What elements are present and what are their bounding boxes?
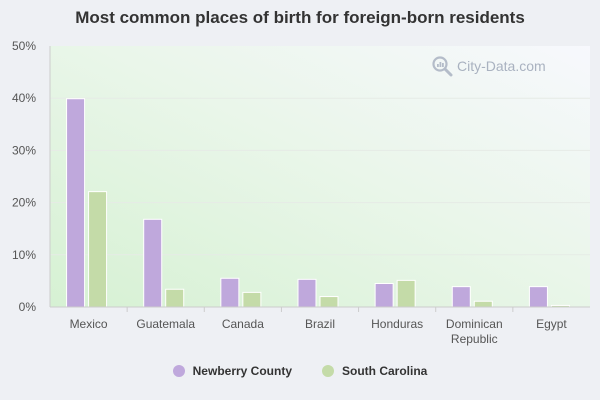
magnifier-icon — [432, 56, 453, 77]
y-tick-label: 30% — [12, 143, 36, 157]
bar — [66, 98, 86, 308]
bar — [528, 286, 548, 308]
y-tick-label: 50% — [12, 39, 36, 53]
x-tick-label: Honduras — [371, 317, 423, 331]
chart-title: Most common places of birth for foreign-… — [75, 8, 525, 27]
x-tick-label: Mexico — [70, 317, 108, 331]
legend-label: Newberry County — [192, 364, 292, 378]
legend-item-newberry-county: Newberry County — [172, 364, 292, 378]
bar — [319, 296, 339, 308]
x-tick-label: Guatemala — [136, 317, 195, 331]
bar — [396, 279, 416, 308]
y-tick-label: 40% — [12, 91, 36, 105]
x-tick-label: Canada — [222, 317, 264, 331]
plot-background — [50, 46, 590, 307]
bar — [374, 283, 394, 308]
legend-swatch — [172, 365, 185, 377]
watermark-text: City-Data.com — [457, 58, 546, 74]
x-tick-label: Egypt — [536, 317, 567, 331]
x-tick-label: Dominican Republic — [446, 317, 503, 346]
bar — [220, 277, 240, 308]
legend-label: South Carolina — [342, 364, 428, 378]
bar — [242, 291, 262, 308]
watermark: City-Data.com — [431, 55, 546, 77]
legend-swatch — [322, 365, 334, 377]
y-tick-label: 0% — [19, 300, 37, 314]
bar — [165, 288, 185, 308]
legend-item-south-carolina: South Carolina — [322, 364, 427, 378]
bar — [297, 278, 317, 308]
legend: Newberry County South Carolina — [0, 364, 600, 378]
bar — [143, 218, 163, 308]
bar — [473, 300, 493, 308]
bar — [88, 191, 108, 308]
x-tick-label: Brazil — [305, 317, 335, 331]
bar — [451, 286, 471, 308]
y-tick-label: 10% — [12, 248, 36, 262]
y-tick-label: 20% — [12, 196, 36, 210]
